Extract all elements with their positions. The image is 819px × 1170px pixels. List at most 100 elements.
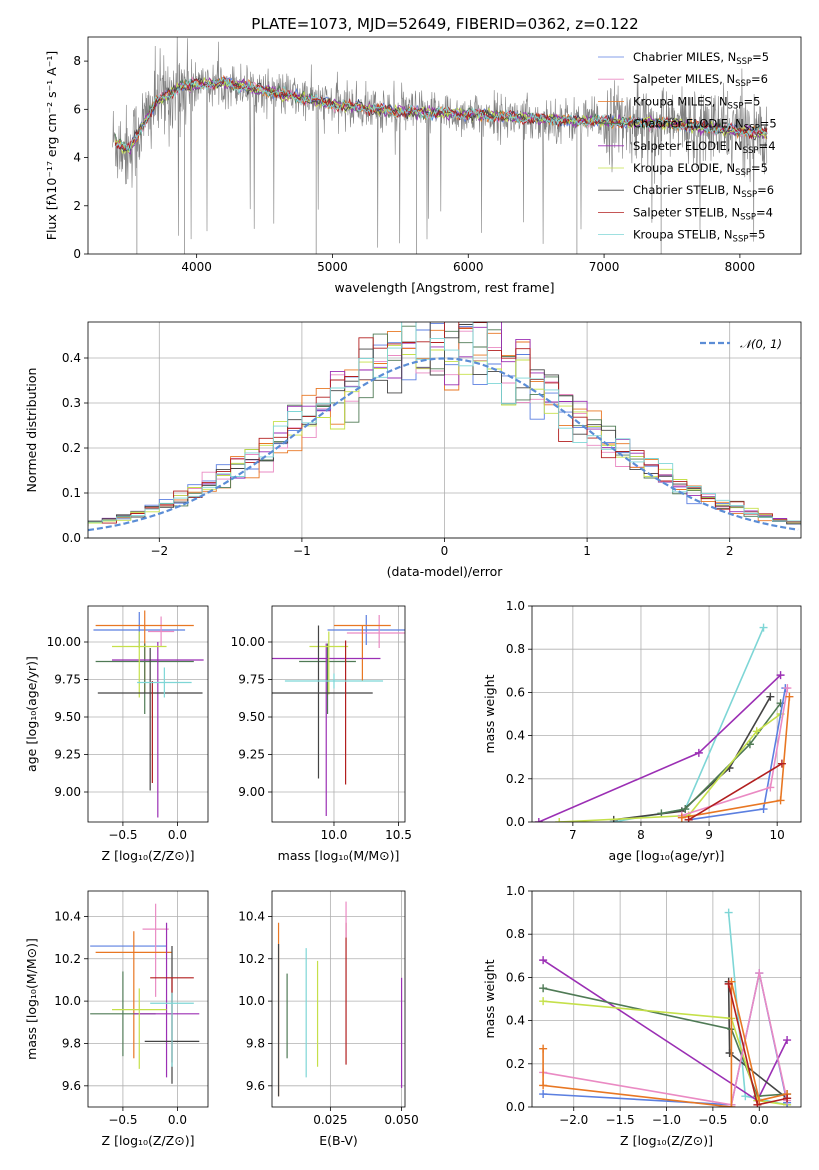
weight-series xyxy=(688,763,783,821)
y-tick-label: 10.0 xyxy=(54,994,81,1008)
y-tick-label: 10.00 xyxy=(231,635,265,649)
y-tick-label: 1.0 xyxy=(506,599,525,613)
x-tick-label: 0.050 xyxy=(384,1113,418,1127)
x-tick-label: −0.5 xyxy=(108,828,137,842)
weight-series xyxy=(661,702,782,815)
weight-marker xyxy=(694,748,703,757)
x-axis-label: Z [log₁₀(Z/Z⊙)] xyxy=(620,1133,713,1148)
x-tick-label: 8 xyxy=(637,828,645,842)
plot-area xyxy=(272,615,405,816)
weight-marker xyxy=(783,1036,792,1045)
y-tick-label: 0.0 xyxy=(62,531,81,545)
y-tick-label: 0.2 xyxy=(62,441,81,455)
weight-marker xyxy=(684,815,693,822)
grid xyxy=(272,891,405,1107)
y-tick-label: 9.50 xyxy=(238,710,265,724)
weight-vs-metallicity-panel: −2.0 −1.5 −1.0 −0.5 0.0 0.0 0.2 0.4 0.6 0.8 1.0 Z [… xyxy=(482,884,802,1148)
x-tick-label: −2 xyxy=(150,544,168,558)
x-axis-label: Z [log₁₀(Z/Z⊙)] xyxy=(102,848,195,863)
y-tick-label: 9.6 xyxy=(246,1079,265,1093)
x-tick-label: 6000 xyxy=(453,260,484,274)
y-tick-label: 0.8 xyxy=(506,927,525,941)
weight-series xyxy=(559,713,782,822)
y-tick-label: 8 xyxy=(73,54,81,68)
x-tick-label: 7 xyxy=(569,828,577,842)
weight-marker xyxy=(727,1103,736,1107)
x-tick-label: 7000 xyxy=(589,260,620,274)
mass-vs-metallicity-panel: −0.5 0.0 9.6 9.8 10.0 10.2 10.4 Z [log₁₀(Z/Z⊙)]… xyxy=(24,890,209,1148)
weight-series xyxy=(542,972,788,1106)
weight-series xyxy=(542,981,788,1107)
y-tick-label: 9.00 xyxy=(238,785,265,799)
y-axis-label: mass [log₁₀(M/M⊙)] xyxy=(24,938,39,1060)
x-tick-label: 0.025 xyxy=(313,1113,347,1127)
plot-area xyxy=(88,322,801,532)
y-tick-label: 2 xyxy=(73,199,81,213)
legend-entry: Salpeter ELODIE, NSSP=4 xyxy=(633,139,776,156)
x-tick-label: −1.0 xyxy=(652,1113,681,1127)
normal-reference xyxy=(88,357,799,532)
legend-entry: Chabrier ELODIE, NSSP=5 xyxy=(633,117,777,134)
x-tick-label: 10 xyxy=(770,828,785,842)
weight-marker xyxy=(539,1090,548,1099)
x-tick-label: −0.5 xyxy=(108,1113,137,1127)
weight-marker xyxy=(759,805,768,814)
weight-marker xyxy=(752,727,761,736)
y-axis-label: mass weight xyxy=(482,674,497,753)
weight-marker xyxy=(725,1049,734,1057)
y-tick-label: 0.6 xyxy=(506,685,525,699)
y-tick-label: 9.25 xyxy=(54,748,81,762)
y-tick-label: 9.75 xyxy=(238,673,265,687)
plot-area xyxy=(539,908,792,1107)
axes-frame xyxy=(271,605,406,823)
x-tick-label: 9 xyxy=(705,828,713,842)
x-tick-label: 0 xyxy=(441,544,449,558)
weight-series xyxy=(613,627,765,822)
axes-frame xyxy=(87,321,802,539)
x-axis-label: E(B-V) xyxy=(319,1133,358,1148)
weight-marker xyxy=(539,956,548,965)
y-tick-label: 0.1 xyxy=(62,486,81,500)
plot-area xyxy=(90,903,200,1084)
spectrum-panel: 4000 5000 6000 7000 8000 0 2 4 6 8 wavelength [Ang… xyxy=(44,36,802,295)
weight-marker xyxy=(724,979,733,988)
weight-series xyxy=(727,981,788,1100)
x-axis-label: mass [log₁₀(M/M⊙)] xyxy=(278,848,400,863)
plot-area xyxy=(534,623,794,822)
age-vs-mass-panel: 10.0 10.5 9.00 9.25 9.50 9.75 10.00 mass [log₁₀… xyxy=(231,605,412,863)
grid xyxy=(272,606,405,822)
weight-series xyxy=(543,1000,788,1106)
axes-frame xyxy=(531,890,802,1108)
y-tick-label: 4 xyxy=(73,151,81,165)
x-tick-label: 10.5 xyxy=(385,828,412,842)
y-tick-label: 9.6 xyxy=(62,1079,81,1093)
grid xyxy=(88,606,208,822)
y-tick-label: 0.6 xyxy=(506,970,525,984)
y-tick-label: 9.8 xyxy=(246,1036,265,1050)
y-tick-label: 9.50 xyxy=(54,710,81,724)
model-fit xyxy=(114,76,768,151)
x-tick-label: 8000 xyxy=(725,260,756,274)
y-tick-label: 10.4 xyxy=(54,909,81,923)
weight-vs-age-panel: 7 8 9 10 0.0 0.2 0.4 0.6 0.8 1.0 age [log₁₀(age/yr… xyxy=(482,599,802,863)
weight-marker xyxy=(785,692,794,701)
figure-title: PLATE=1073, MJD=52649, FIBERID=0362, z=0… xyxy=(251,15,638,33)
y-tick-label: 9.25 xyxy=(238,748,265,762)
y-tick-label: 6 xyxy=(73,102,81,116)
y-axis-label: Flux [fλ10⁻¹⁷ erg cm⁻² s⁻¹ A⁻¹] xyxy=(44,51,59,240)
weight-series xyxy=(538,674,782,822)
x-axis-label: Z [log₁₀(Z/Z⊙)] xyxy=(102,1133,195,1148)
x-tick-label: −1.5 xyxy=(606,1113,635,1127)
axes-frame xyxy=(87,890,209,1108)
legend-entry: Salpeter MILES, NSSP=6 xyxy=(633,72,768,89)
y-tick-label: 10.2 xyxy=(238,952,265,966)
x-tick-label: 0.0 xyxy=(168,828,187,842)
x-axis-label: (data-model)/error xyxy=(387,564,504,579)
weight-marker xyxy=(724,908,733,917)
weight-marker xyxy=(539,1081,548,1090)
x-tick-label: 4000 xyxy=(181,260,212,274)
y-tick-label: 10.00 xyxy=(47,635,81,649)
weight-marker xyxy=(755,969,764,978)
y-tick-label: 10.0 xyxy=(238,994,265,1008)
y-tick-label: 10.4 xyxy=(238,909,265,923)
